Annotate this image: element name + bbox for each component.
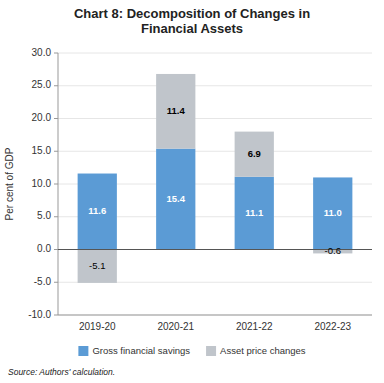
bar [313, 177, 352, 249]
y-tick [54, 151, 58, 152]
bar [235, 177, 274, 250]
data-label: 11.0 [324, 207, 342, 218]
x-axis: 2019-20 2020-21 2021-22 2022-23 [79, 321, 352, 332]
title-line: Chart 8: Decomposition of Changes in [74, 6, 310, 21]
y-tick [54, 184, 58, 185]
bar [156, 149, 195, 250]
y-tick-label: 15.0 [32, 145, 52, 156]
data-label: 11.1 [245, 207, 264, 218]
y-tick-label: 0.0 [37, 243, 51, 254]
y-tick-label: 25.0 [32, 79, 52, 90]
legend-label: Asset price changes [220, 345, 306, 356]
y-axis: -10.0 -5.0 0.0 5.0 10.0 15.0 20.0 25.0 30.0 [28, 47, 58, 320]
y-tick-label: 5.0 [37, 210, 51, 221]
x-tick-label: 2020-21 [157, 321, 194, 332]
y-tick [54, 85, 58, 86]
grid-line [58, 151, 372, 152]
y-tick [54, 118, 58, 119]
y-tick-label: 10.0 [32, 178, 52, 189]
x-tick-label: 2019-20 [79, 321, 116, 332]
y-tick [54, 249, 58, 250]
data-label: 15.4 [167, 193, 186, 204]
data-label: -0.6 [325, 245, 341, 256]
bar [78, 174, 117, 250]
data-label: 6.9 [248, 148, 261, 159]
title-line: Financial Assets [141, 21, 243, 36]
y-tick-label: 20.0 [32, 112, 52, 123]
data-labels: 11.6 15.4 11.1 11.0 -5.1 11.4 6.9 -0.6 [88, 105, 341, 271]
grid-line [58, 53, 372, 54]
y-tick [54, 315, 58, 316]
title: Chart 8: Decomposition of Changes inFina… [74, 6, 310, 36]
y-tick-label: -5.0 [34, 276, 52, 287]
legend: Gross financial savings Asset price chang… [78, 345, 305, 356]
bar [156, 74, 195, 149]
bar [235, 132, 274, 177]
grid [58, 53, 372, 315]
y-tick [54, 216, 58, 217]
x-tick-label: 2021-22 [236, 321, 273, 332]
grid-line [58, 118, 372, 119]
y-tick-label: -10.0 [28, 309, 51, 320]
legend-swatch [206, 346, 216, 356]
y-tick [54, 282, 58, 283]
y-axis-line [58, 53, 59, 315]
grid-line [58, 85, 372, 86]
legend-swatch [78, 346, 88, 356]
legend-label: Gross financial savings [92, 345, 190, 356]
y-tick [54, 53, 58, 54]
y-axis-label: Per cent of GDP [4, 147, 15, 220]
data-label: 11.6 [88, 205, 106, 216]
chart-svg: Chart 8: Decomposition of Changes inFina… [0, 0, 384, 383]
x-tick-label: 2022-23 [314, 321, 351, 332]
bars [78, 74, 353, 283]
grid-line [58, 315, 372, 316]
x-axis-line [58, 315, 372, 316]
bar [78, 250, 117, 283]
data-label: 11.4 [167, 105, 186, 116]
data-label: -5.1 [89, 260, 105, 271]
y-tick-label: 30.0 [32, 47, 52, 58]
source-note: Source: Authors' calculation. [8, 367, 115, 377]
